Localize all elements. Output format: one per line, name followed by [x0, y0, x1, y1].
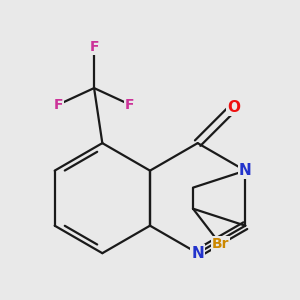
- Text: N: N: [191, 246, 204, 261]
- Text: F: F: [125, 98, 135, 112]
- Text: F: F: [89, 40, 99, 54]
- Text: O: O: [227, 100, 240, 115]
- Text: N: N: [239, 163, 252, 178]
- Text: F: F: [54, 98, 63, 112]
- Text: Br: Br: [212, 237, 229, 251]
